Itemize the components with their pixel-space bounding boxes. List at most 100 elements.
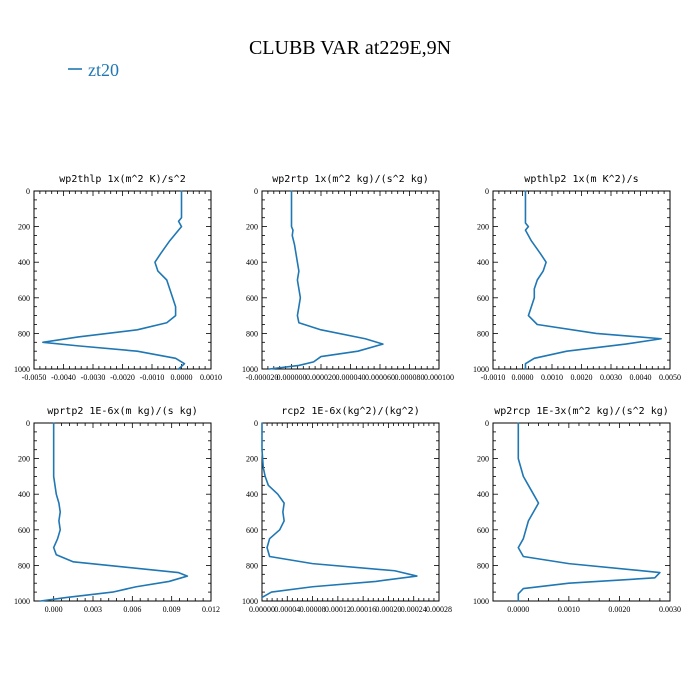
x-tick-label: 0.0020 — [571, 373, 593, 382]
panel-title: wp2rcp 1E-3x(m^2 kg)/(s^2 kg) — [494, 406, 669, 417]
y-tick-label: 400 — [18, 258, 30, 267]
y-tick-label: 400 — [18, 490, 30, 499]
x-tick-label: 0.0050 — [659, 373, 681, 382]
y-tick-label: 400 — [477, 258, 489, 267]
x-tick-label: 0.000000 — [277, 373, 307, 382]
y-tick-label: 600 — [246, 526, 258, 535]
x-tick-label: 0.00020 — [375, 605, 401, 614]
x-tick-label: 0.0030 — [659, 605, 681, 614]
panel-4: wprtp2 1E-6x(m kg)/(s kg) 0 200 400 600 800 10… — [14, 406, 220, 614]
x-tick-label: -0.0050 — [22, 373, 47, 382]
x-tick-label: 0.00000 — [249, 605, 275, 614]
panel-3: wpthlp2 1x(m K^2)/s 0 200 400 600 800 1000-0.0… — [473, 174, 681, 382]
panel-6: wp2rcp 1E-3x(m^2 kg)/(s^2 kg) 0 200 400 600 8… — [473, 406, 681, 614]
y-tick-label: 1000 — [242, 597, 258, 606]
y-tick-label: 200 — [246, 455, 258, 464]
y-tick-label: 800 — [246, 561, 258, 570]
panel-grid: wp2thlp 1x(m^2 K)/s^202004006008001000-0… — [14, 174, 681, 614]
x-tick-label: 0.000040 — [336, 373, 366, 382]
panel-5: rcp2 1E-6x(kg^2)/(kg^2) 0 200 400 600 800 1000… — [242, 406, 452, 614]
x-tick-label: 0.00028 — [426, 605, 452, 614]
series-line-zt20 — [517, 422, 661, 602]
y-tick-label: 400 — [246, 490, 258, 499]
y-tick-label: 800 — [477, 561, 489, 570]
x-tick-label: 0.0020 — [608, 605, 630, 614]
y-tick-label: 800 — [246, 329, 258, 338]
series-line-zt20 — [524, 190, 662, 370]
x-tick-label: 0.000060 — [365, 373, 395, 382]
y-tick-label: 0 — [485, 419, 489, 428]
legend-label: zt20 — [88, 60, 119, 80]
y-tick-label: 600 — [18, 294, 30, 303]
x-tick-label: 0.000100 — [424, 373, 454, 382]
y-tick-label: 800 — [477, 329, 489, 338]
y-tick-label: 0 — [254, 419, 258, 428]
x-tick-label: 0.00016 — [350, 605, 376, 614]
plot-frame — [492, 422, 671, 602]
series-line-zt20 — [261, 422, 418, 599]
y-tick-label: 600 — [246, 294, 258, 303]
y-tick-label: 0 — [26, 187, 30, 196]
series-line-zt20 — [42, 190, 186, 370]
x-tick-label: 0.009 — [163, 605, 181, 614]
panel-2: wp2rtp 1x(m^2 kg)/(s^2 kg) 0 200 400 600 800 1… — [242, 174, 454, 382]
x-tick-label: 0.000 — [45, 605, 63, 614]
x-tick-label: 0.00012 — [325, 605, 351, 614]
legend: zt20 — [68, 60, 119, 80]
y-tick-label: 600 — [477, 294, 489, 303]
y-tick-label: 0 — [26, 419, 30, 428]
x-tick-label: 0.0030 — [600, 373, 622, 382]
x-tick-label: 0.0010 — [541, 373, 563, 382]
y-tick-label: 400 — [246, 258, 258, 267]
x-tick-label: -0.0010 — [481, 373, 506, 382]
panel-title: wp2rtp 1x(m^2 kg)/(s^2 kg) — [272, 174, 429, 185]
x-tick-label: 0.0010 — [200, 373, 222, 382]
plot-frame — [261, 190, 440, 370]
x-tick-label: 0.00008 — [300, 605, 326, 614]
panel-1: wp2thlp 1x(m^2 K)/s^202004006008001000-0… — [14, 174, 222, 382]
y-tick-label: 1000 — [473, 597, 489, 606]
x-tick-label: -0.000020 — [246, 373, 279, 382]
y-tick-label: 800 — [18, 329, 30, 338]
panel-title: rcp2 1E-6x(kg^2)/(kg^2) — [281, 406, 419, 417]
y-tick-label: 1000 — [242, 365, 258, 374]
x-tick-label: 0.0000 — [512, 373, 534, 382]
series-line-zt20 — [268, 190, 384, 370]
x-tick-label: 0.0000 — [507, 605, 529, 614]
x-tick-label: 0.012 — [202, 605, 220, 614]
panel-title: wp2thlp 1x(m^2 K)/s^2 — [59, 174, 185, 185]
x-tick-label: 0.0040 — [630, 373, 652, 382]
plot-frame — [33, 190, 212, 370]
x-tick-label: 0.003 — [84, 605, 102, 614]
x-tick-label: -0.0040 — [51, 373, 76, 382]
x-tick-label: 0.000020 — [306, 373, 336, 382]
x-tick-label: -0.0030 — [81, 373, 106, 382]
x-tick-label: 0.000080 — [395, 373, 425, 382]
series-line-zt20 — [39, 422, 189, 602]
y-tick-label: 200 — [477, 455, 489, 464]
y-tick-label: 200 — [246, 223, 258, 232]
y-tick-label: 600 — [18, 526, 30, 535]
y-tick-label: 1000 — [14, 597, 30, 606]
y-tick-label: 0 — [254, 187, 258, 196]
x-tick-label: 0.00004 — [274, 605, 300, 614]
x-tick-label: 0.0010 — [558, 605, 580, 614]
x-tick-label: 0.006 — [123, 605, 141, 614]
x-tick-label: -0.0010 — [140, 373, 165, 382]
figure-title: CLUBB VAR at229E,9N — [249, 37, 451, 59]
y-tick-label: 200 — [18, 455, 30, 464]
panel-title: wpthlp2 1x(m K^2)/s — [524, 174, 638, 185]
plot-frame — [492, 190, 671, 370]
x-tick-label: -0.0020 — [110, 373, 135, 382]
y-tick-label: 1000 — [473, 365, 489, 374]
x-tick-label: 0.0000 — [171, 373, 193, 382]
y-tick-label: 200 — [477, 223, 489, 232]
y-tick-label: 0 — [485, 187, 489, 196]
y-tick-label: 800 — [18, 561, 30, 570]
y-tick-label: 600 — [477, 526, 489, 535]
y-tick-label: 200 — [18, 223, 30, 232]
panel-title: wprtp2 1E-6x(m kg)/(s kg) — [47, 406, 198, 417]
y-tick-label: 1000 — [14, 365, 30, 374]
y-tick-label: 400 — [477, 490, 489, 499]
